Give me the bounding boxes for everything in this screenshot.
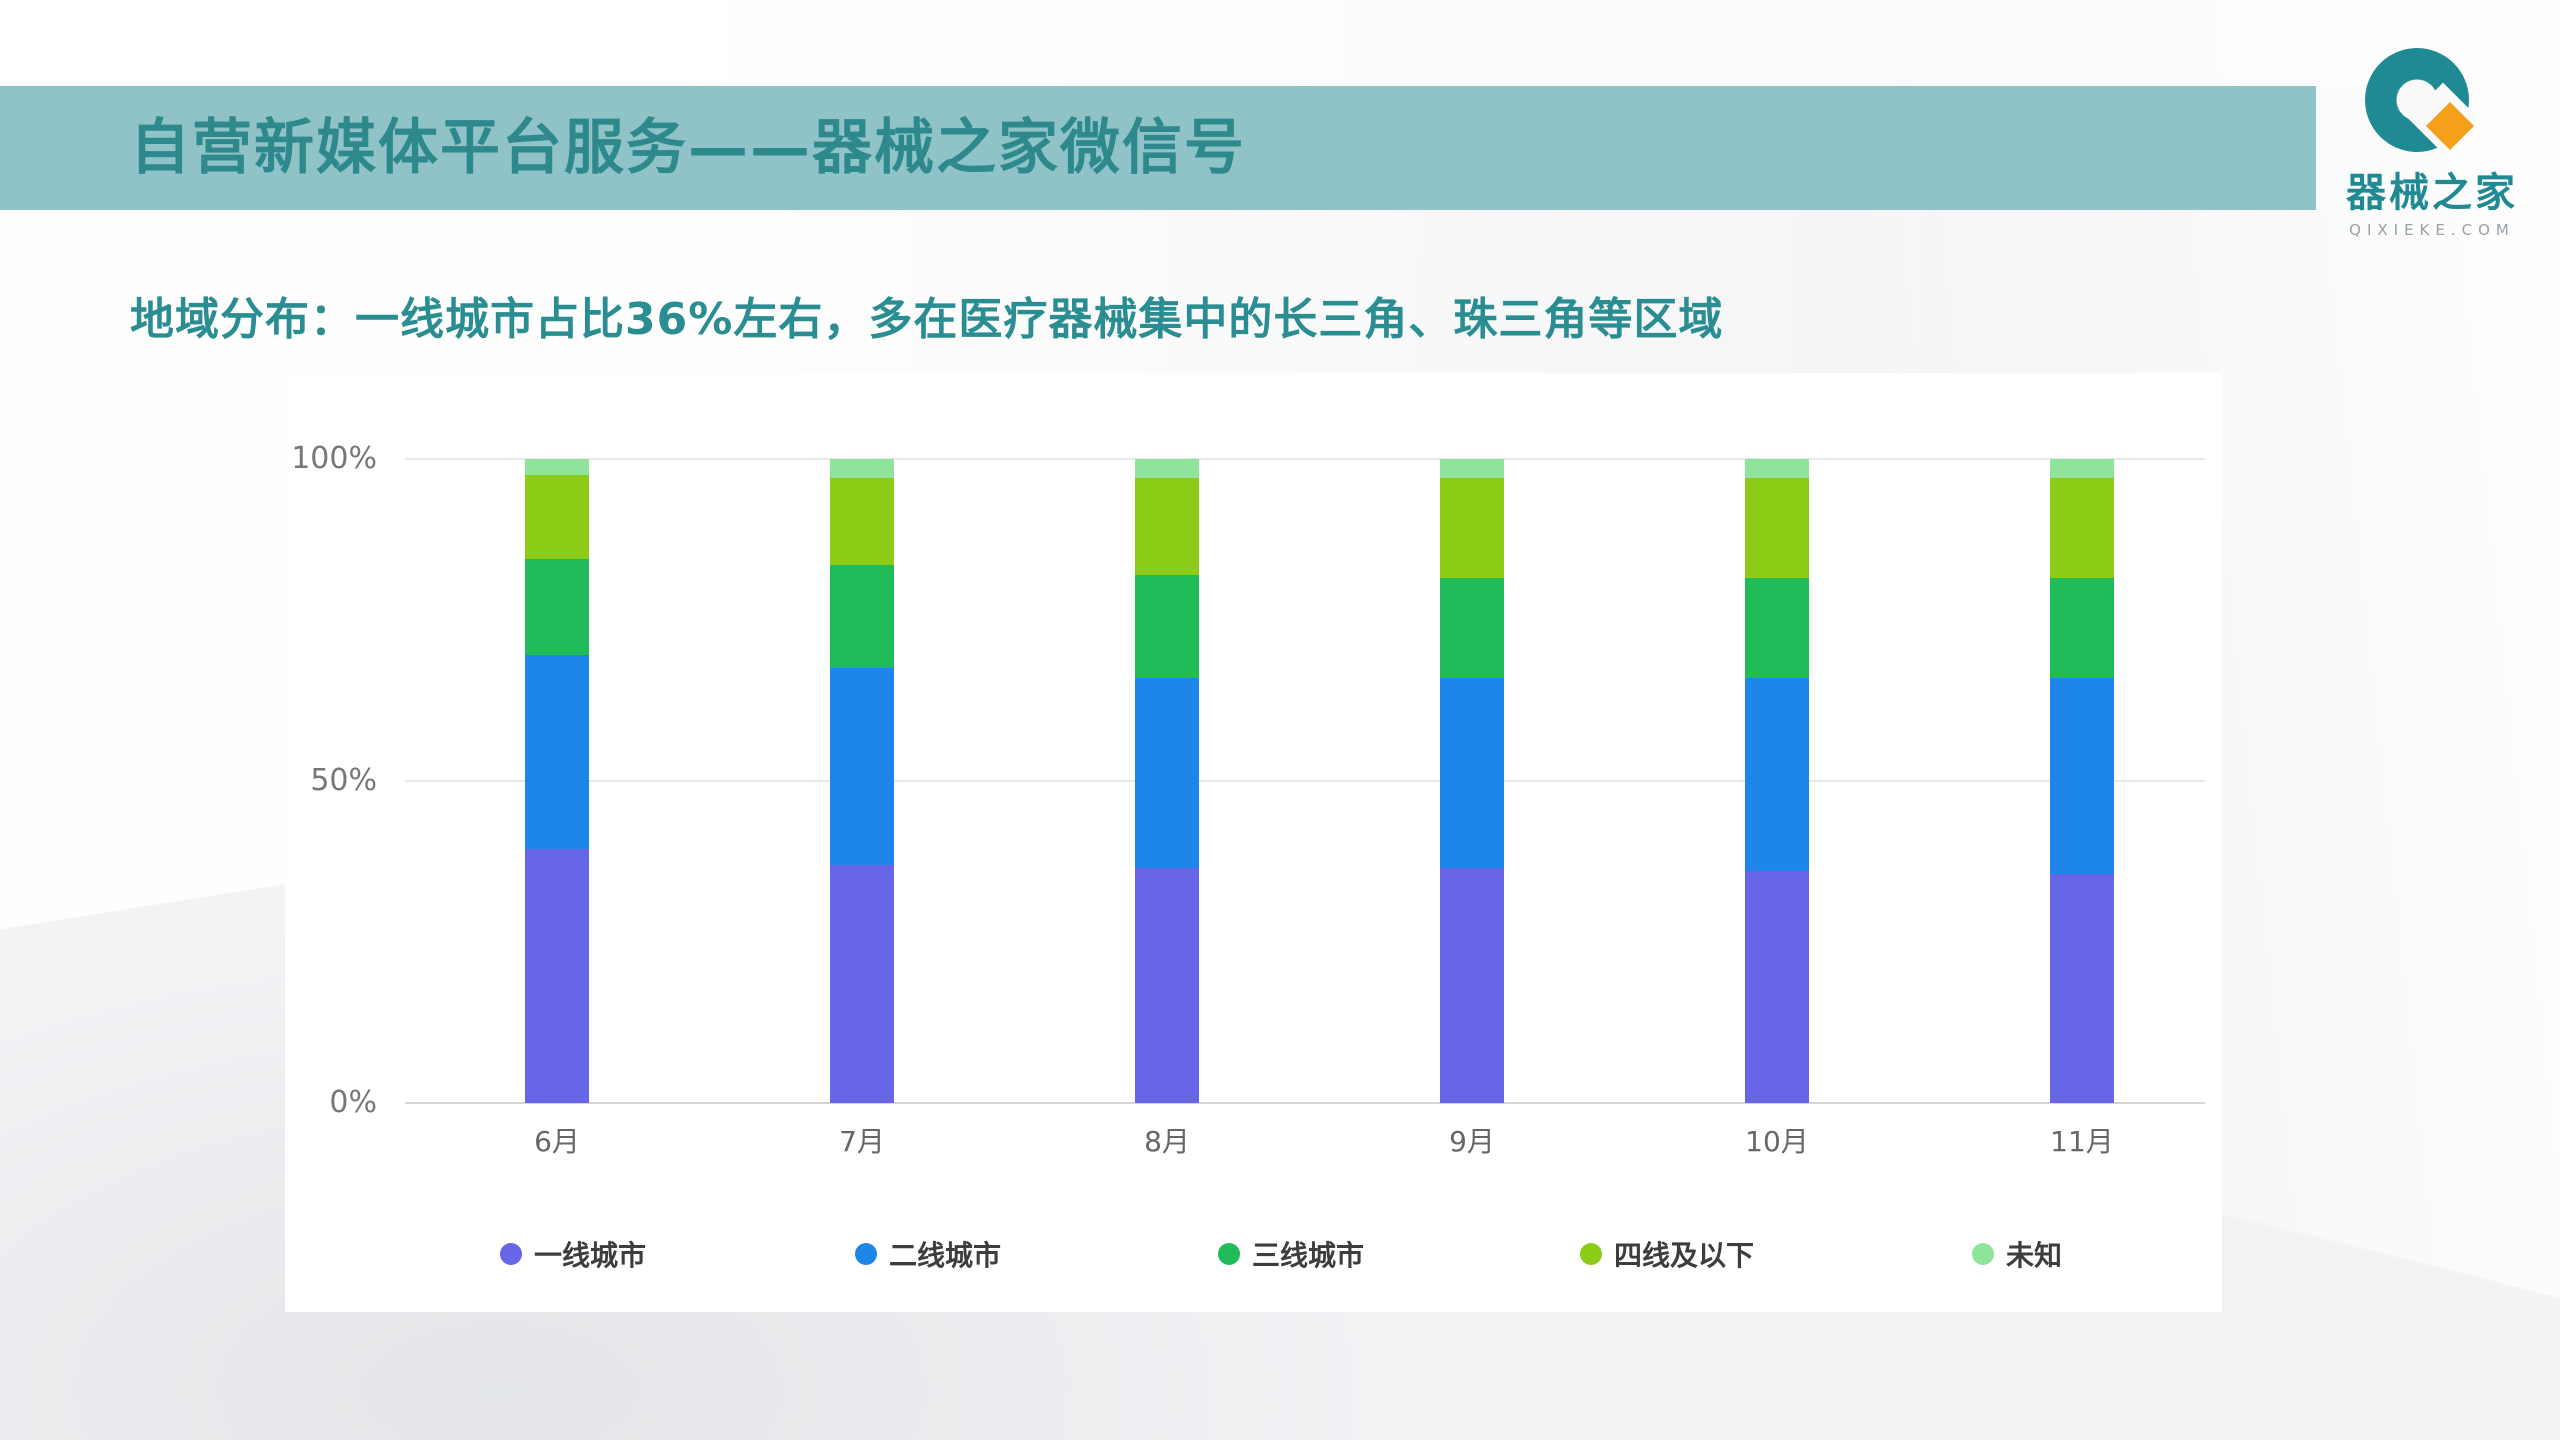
x-axis-label-8月: 8月 [1144, 1125, 1190, 1158]
logo-domain: QIXIEKE.COM [2349, 221, 2515, 239]
y-tick-label-50: 50% [310, 763, 377, 798]
bar-segment-10月-四线及以下 [1745, 478, 1809, 579]
bar-segment-10月-未知 [1745, 459, 1809, 479]
bar-segment-11月-未知 [2050, 459, 2114, 479]
bar-segment-9月-未知 [1440, 459, 1504, 479]
bar-segment-7月-一线城市 [830, 864, 894, 1103]
legend-dot-四线及以下 [1580, 1243, 1602, 1265]
bar-segment-9月-二线城市 [1440, 677, 1504, 868]
bar-segment-10月-二线城市 [1745, 677, 1809, 872]
x-axis-label-11月: 11月 [2050, 1125, 2114, 1158]
bar-segment-8月-一线城市 [1135, 867, 1199, 1103]
bar-segment-11月-四线及以下 [2050, 478, 2114, 579]
bar-segment-8月-四线及以下 [1135, 478, 1199, 575]
x-axis-label-7月: 7月 [839, 1125, 885, 1158]
bar-segment-6月-二线城市 [525, 655, 589, 849]
bar-segment-8月-二线城市 [1135, 677, 1199, 868]
bar-segment-7月-四线及以下 [830, 478, 894, 566]
bar-segment-11月-三线城市 [2050, 578, 2114, 678]
slide-subtitle: 地域分布：一线城市占比36%左右，多在医疗器械集中的长三角、珠三角等区域 [130, 294, 1724, 345]
header-band: 自营新媒体平台服务——器械之家微信号 [0, 86, 2316, 210]
x-axis-label-6月: 6月 [534, 1125, 580, 1158]
bar-segment-11月-一线城市 [2050, 874, 2114, 1103]
chart-panel: 100% 50% 0% 6月 7月 8月 9月 10月 11月 一线城市 二线城市 三线城市 四线及以… [285, 373, 2222, 1312]
bar-segment-6月-四线及以下 [525, 475, 589, 559]
legend-dot-三线城市 [1218, 1243, 1240, 1265]
legend-item-未知: 未知 [1972, 1237, 2063, 1272]
bar-segment-7月-三线城市 [830, 565, 894, 669]
slide-title: 自营新媒体平台服务——器械之家微信号 [130, 113, 1246, 183]
legend-item-四线及以下: 四线及以下 [1580, 1237, 1755, 1272]
bar-segment-6月-一线城市 [525, 848, 589, 1103]
legend-item-三线城市: 三线城市 [1218, 1237, 1365, 1272]
bar-segment-7月-未知 [830, 459, 894, 479]
legend-item-二线城市: 二线城市 [855, 1237, 1002, 1272]
bar-segment-9月-四线及以下 [1440, 478, 1504, 579]
y-tick-label-100: 100% [291, 441, 377, 476]
x-axis-label-10月: 10月 [1745, 1125, 1809, 1158]
bar-segment-8月-未知 [1135, 459, 1199, 479]
y-tick-label-0: 0% [329, 1085, 377, 1120]
legend-label-四线及以下: 四线及以下 [1614, 1239, 1755, 1272]
bar-segment-9月-三线城市 [1440, 578, 1504, 678]
gridline-50 [405, 780, 2205, 782]
legend-dot-未知 [1972, 1243, 1994, 1265]
legend-item-一线城市: 一线城市 [500, 1237, 647, 1272]
bar-segment-10月-三线城市 [1745, 578, 1809, 678]
logo-q-icon [2365, 48, 2479, 154]
bar-segment-7月-二线城市 [830, 668, 894, 865]
logo-name: 器械之家 [2346, 170, 2518, 216]
legend-dot-一线城市 [500, 1243, 522, 1265]
bar-segment-6月-三线城市 [525, 558, 589, 656]
legend-label-未知: 未知 [2006, 1239, 2063, 1272]
legend-label-一线城市: 一线城市 [534, 1239, 647, 1272]
bar-segment-10月-一线城市 [1745, 871, 1809, 1103]
bar-segment-6月-未知 [525, 459, 589, 476]
x-axis-label-9月: 9月 [1449, 1125, 1495, 1158]
legend-label-二线城市: 二线城市 [889, 1239, 1002, 1272]
legend-label-三线城市: 三线城市 [1252, 1239, 1365, 1272]
bar-segment-11月-二线城市 [2050, 677, 2114, 875]
gridline-0 [405, 1102, 2205, 1104]
gridline-100 [405, 458, 2205, 460]
bar-segment-8月-三线城市 [1135, 574, 1199, 678]
company-logo: 器械之家 QIXIEKE.COM [2312, 48, 2552, 239]
bar-segment-9月-一线城市 [1440, 867, 1504, 1103]
legend-dot-二线城市 [855, 1243, 877, 1265]
